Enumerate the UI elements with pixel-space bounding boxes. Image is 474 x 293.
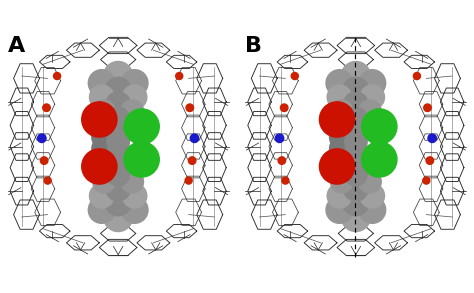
Circle shape — [104, 62, 133, 91]
Circle shape — [359, 100, 381, 122]
Circle shape — [345, 130, 367, 153]
Circle shape — [344, 177, 368, 201]
Circle shape — [360, 184, 384, 208]
Circle shape — [359, 171, 381, 193]
Circle shape — [88, 197, 115, 223]
Circle shape — [105, 77, 131, 103]
Circle shape — [329, 125, 354, 149]
Circle shape — [326, 70, 353, 96]
Circle shape — [121, 70, 148, 96]
Circle shape — [122, 85, 147, 109]
Circle shape — [345, 142, 367, 165]
Circle shape — [281, 104, 288, 112]
Circle shape — [426, 157, 434, 164]
Circle shape — [343, 77, 369, 103]
Circle shape — [319, 102, 355, 137]
Circle shape — [107, 130, 129, 153]
Circle shape — [360, 85, 384, 109]
Circle shape — [362, 142, 397, 177]
Circle shape — [88, 70, 115, 96]
Text: A: A — [8, 36, 25, 56]
Circle shape — [106, 92, 130, 116]
Circle shape — [345, 163, 367, 186]
Circle shape — [327, 184, 352, 208]
Circle shape — [327, 85, 352, 109]
Circle shape — [93, 100, 115, 122]
Circle shape — [106, 177, 130, 201]
Circle shape — [329, 148, 354, 173]
Circle shape — [121, 197, 148, 223]
Circle shape — [291, 72, 298, 79]
Circle shape — [176, 72, 183, 79]
Circle shape — [90, 184, 114, 208]
Circle shape — [278, 157, 286, 164]
Circle shape — [359, 197, 386, 223]
Circle shape — [413, 72, 420, 79]
Circle shape — [107, 107, 129, 130]
Circle shape — [329, 113, 354, 138]
Circle shape — [92, 137, 116, 161]
Circle shape — [186, 104, 193, 112]
Circle shape — [344, 92, 368, 116]
Circle shape — [188, 157, 196, 164]
Circle shape — [107, 154, 129, 177]
Circle shape — [107, 142, 129, 165]
Circle shape — [362, 109, 397, 144]
Circle shape — [43, 104, 50, 112]
Circle shape — [37, 134, 46, 142]
Circle shape — [107, 163, 129, 186]
Circle shape — [93, 171, 115, 193]
Circle shape — [92, 113, 116, 138]
Circle shape — [82, 102, 117, 137]
Circle shape — [341, 202, 370, 231]
Circle shape — [185, 177, 192, 184]
Circle shape — [54, 72, 61, 79]
Circle shape — [124, 109, 159, 144]
Circle shape — [44, 177, 51, 184]
Circle shape — [107, 119, 129, 141]
Circle shape — [122, 184, 147, 208]
Circle shape — [329, 137, 354, 161]
Circle shape — [104, 202, 133, 231]
Circle shape — [345, 119, 367, 141]
Circle shape — [105, 190, 131, 216]
Circle shape — [92, 125, 116, 149]
Circle shape — [121, 100, 144, 122]
Circle shape — [326, 197, 353, 223]
Circle shape — [424, 104, 431, 112]
Circle shape — [341, 62, 370, 91]
Circle shape — [121, 171, 144, 193]
Circle shape — [319, 149, 355, 184]
Circle shape — [275, 134, 284, 142]
Circle shape — [330, 100, 353, 122]
Circle shape — [92, 148, 116, 173]
Circle shape — [190, 134, 199, 142]
Circle shape — [345, 107, 367, 130]
Circle shape — [90, 85, 114, 109]
Circle shape — [124, 142, 159, 177]
Circle shape — [282, 177, 289, 184]
Circle shape — [330, 171, 353, 193]
Text: B: B — [246, 36, 263, 56]
Circle shape — [428, 134, 437, 142]
Circle shape — [82, 149, 117, 184]
Circle shape — [40, 157, 48, 164]
Circle shape — [423, 177, 430, 184]
Circle shape — [345, 154, 367, 177]
Circle shape — [359, 70, 386, 96]
Circle shape — [343, 190, 369, 216]
